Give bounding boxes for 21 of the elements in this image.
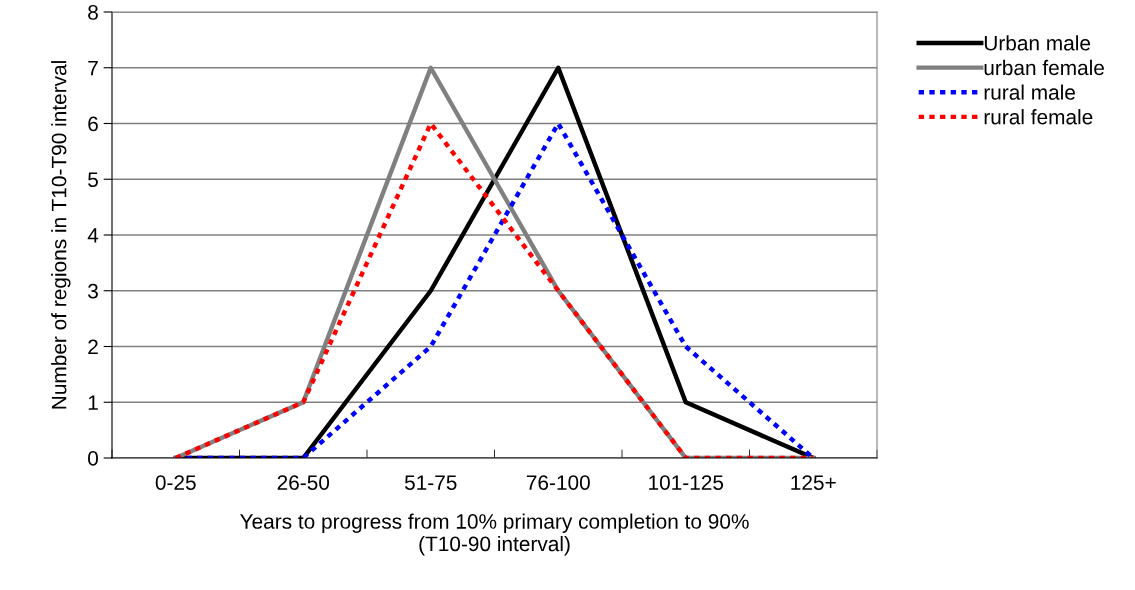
x-tick-label: 26-50 [277,475,330,490]
x-axis-title: Years to progress from 10% primary completion to 90% (T10-90 interval) [240,513,749,556]
legend-label: urban female [984,59,1104,76]
legend-label: rural male [984,84,1075,100]
y-tick-label: 7 [88,60,98,76]
y-axis-title: Number of regions in T10-T90 interval [51,61,71,409]
legend-label: rural female [984,109,1093,125]
y-tick-label: 5 [88,172,98,187]
x-tick-label: 0-25 [155,475,196,490]
x-tick-label: 101-125 [649,475,724,490]
y-tick-label: 6 [88,116,98,132]
y-tick-label: 8 [88,5,98,20]
x-tick-label: 76-100 [526,475,590,490]
y-tick-label: 0 [88,451,98,466]
y-tick-label: 4 [87,228,99,243]
x-tick-label: 51-75 [404,475,457,490]
y-tick-label: 1 [88,395,98,410]
x-tick-label: 125+ [791,475,836,490]
y-tick-label: 3 [88,283,98,299]
y-tick-label: 2 [88,339,98,355]
legend-label: Urban male [984,35,1091,51]
